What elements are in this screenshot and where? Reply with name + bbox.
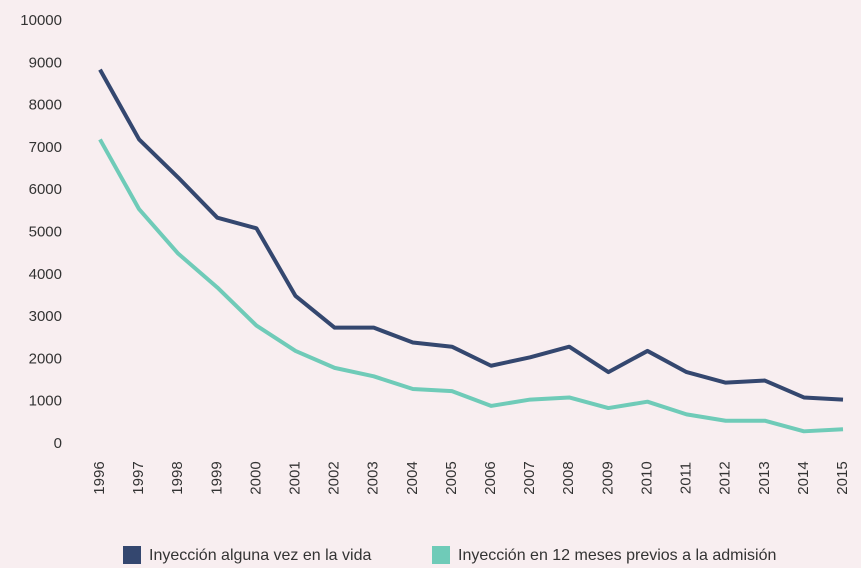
x-tick-label: 2010	[638, 461, 655, 494]
legend-swatch	[123, 546, 141, 564]
series-line	[98, 68, 844, 402]
x-tick-label: 2015	[834, 461, 851, 494]
y-tick-label: 9000	[29, 54, 62, 71]
x-tick-label: 1998	[169, 461, 186, 494]
x-tick-label: 2014	[795, 461, 812, 494]
x-tick-label: 2002	[326, 461, 343, 494]
y-tick-label: 0	[54, 435, 62, 452]
legend-swatch	[432, 546, 450, 564]
x-tick-label: 2006	[482, 461, 499, 494]
y-tick-label: 10000	[20, 12, 62, 29]
y-tick-label: 2000	[29, 350, 62, 367]
x-tick-label: 2000	[247, 461, 264, 494]
y-tick-label: 1000	[29, 393, 62, 410]
x-tick-label: 1996	[91, 461, 108, 494]
x-tick-label: 2013	[756, 461, 773, 494]
x-tick-label: 2011	[678, 462, 695, 494]
x-tick-label: 2004	[404, 461, 421, 494]
x-tick-label: 1999	[208, 461, 225, 494]
x-tick-label: 2007	[521, 461, 538, 494]
y-tick-label: 7000	[29, 139, 62, 156]
y-tick-label: 3000	[29, 308, 62, 325]
x-tick-label: 2012	[717, 461, 734, 494]
x-tick-label: 2003	[365, 461, 382, 494]
y-tick-label: 6000	[29, 181, 62, 198]
legend-label: Inyección en 12 meses previos a la admis…	[458, 547, 776, 564]
y-tick-label: 8000	[29, 97, 62, 114]
legend-label: Inyección alguna vez en la vida	[149, 547, 371, 564]
x-tick-label: 1997	[130, 461, 147, 494]
y-tick-label: 4000	[29, 266, 62, 283]
x-tick-label: 2001	[286, 461, 303, 494]
series-line	[98, 138, 844, 434]
x-tick-label: 2005	[443, 461, 460, 494]
y-tick-label: 5000	[29, 223, 62, 240]
x-tick-label: 2009	[599, 461, 616, 494]
x-tick-label: 2008	[560, 461, 577, 494]
